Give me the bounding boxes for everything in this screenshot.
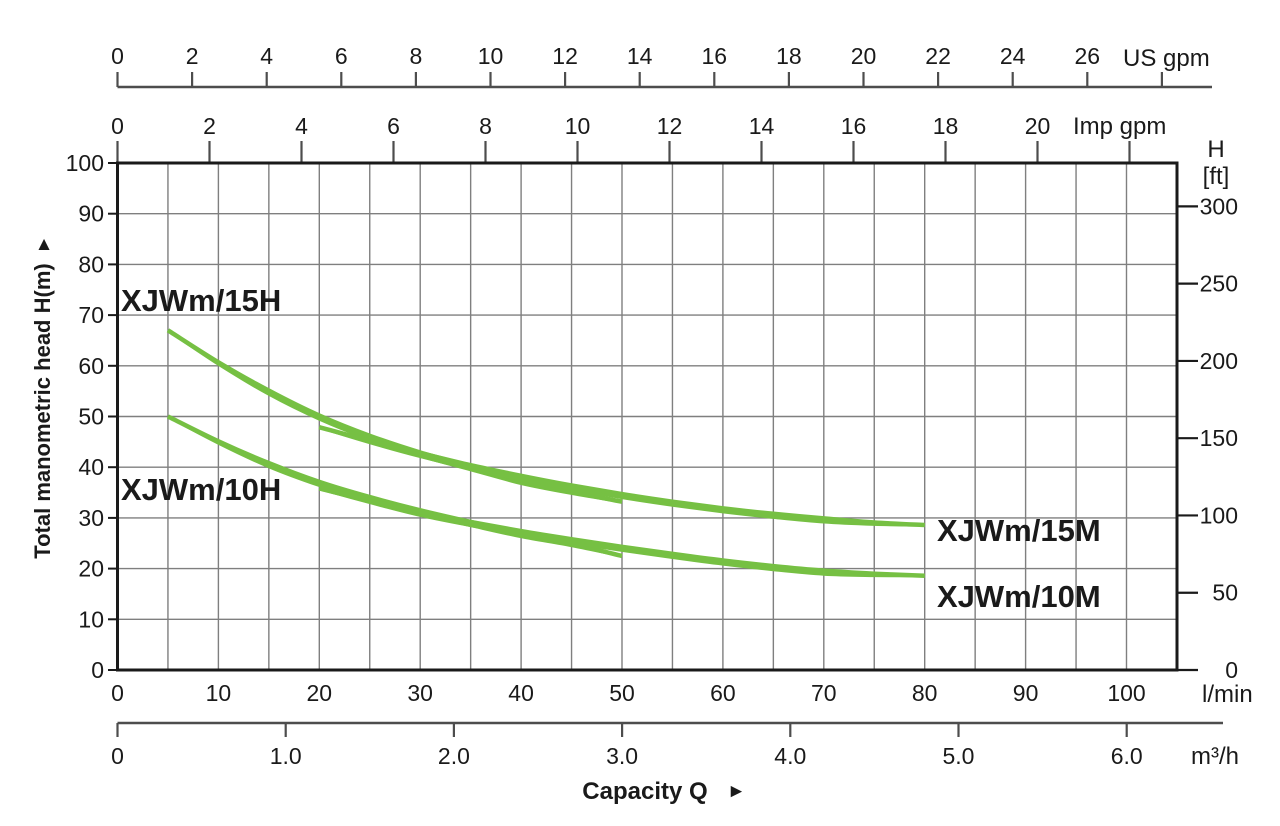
imp-gpm-tick-label: 2 — [203, 113, 216, 139]
axes-layer: 0 2 4 6 8 10 12 14 16 18 20 22 24 260 2 4 6 8 10 12 14 16 18 20… — [66, 43, 1238, 769]
x-axis-title: Capacity Q — [582, 778, 707, 805]
us-gpm-tick-label: 6 — [335, 43, 348, 69]
curve-XJWm/15H — [166, 328, 623, 504]
us-gpm-tick-label: 10 — [478, 43, 504, 69]
curve-XJWm/15M — [318, 424, 925, 528]
head-m-tick-label: 50 — [78, 404, 104, 430]
curve-twin-XJWm/15M — [318, 425, 925, 527]
series-label-xjwm-15h: XJWm/15H — [121, 283, 281, 318]
imp-gpm-tick-label: 8 — [479, 113, 492, 139]
us-gpm-tick-label: 26 — [1075, 43, 1101, 69]
us-gpm-tick-label: 18 — [776, 43, 802, 69]
head-m-tick-label: 100 — [66, 150, 104, 176]
lmin-tick-label: 100 — [1107, 680, 1145, 706]
m3h-tick-label: 2.0 — [438, 743, 470, 769]
series-label-xjwm-10h: XJWm/10H — [121, 472, 281, 507]
imp-gpm-tick-label: 20 — [1025, 113, 1051, 139]
imp-gpm-tick-label: 4 — [295, 113, 308, 139]
imp-gpm-tick-label: 18 — [933, 113, 959, 139]
lmin-tick-label: 80 — [912, 680, 938, 706]
series-label-xjwm-10m: XJWm/10M — [937, 579, 1101, 614]
us-gpm-tick-label: 20 — [851, 43, 877, 69]
x-axis-arrow-icon: ► — [727, 781, 746, 802]
imp-gpm-tick-label: 10 — [565, 113, 591, 139]
imp-gpm-tick-label: 16 — [841, 113, 867, 139]
lmin-tick-label: 70 — [811, 680, 837, 706]
lmin-tick-label: 20 — [307, 680, 333, 706]
imp-gpm-tick-label: 0 — [111, 113, 124, 139]
imp-gpm-tick-label: 12 — [657, 113, 683, 139]
head-m-tick-label: 20 — [78, 556, 104, 582]
us-gpm-tick-label: 2 — [186, 43, 199, 69]
us-gpm-tick-label: 0 — [111, 43, 124, 69]
m3h-axis-label: m³/h — [1191, 743, 1239, 770]
head-m-tick-label: 60 — [78, 353, 104, 379]
us-gpm-tick-label: 8 — [410, 43, 423, 69]
lmin-tick-label: 90 — [1013, 680, 1039, 706]
y-axis-title: Total manometric head H(m) — [30, 263, 55, 558]
imp-gpm-tick-label: 6 — [387, 113, 400, 139]
head-m-tick-label: 40 — [78, 454, 104, 480]
head-ft-tick-label: 250 — [1200, 271, 1238, 297]
lmin-tick-label: 60 — [710, 680, 736, 706]
y-axis-arrow-icon: ▲ — [35, 234, 54, 255]
m3h-tick-label: 4.0 — [774, 743, 806, 769]
lmin-tick-label: 30 — [407, 680, 433, 706]
head-ft-tick-label: 150 — [1200, 425, 1238, 451]
right-axis-title-ft: [ft] — [1203, 163, 1230, 190]
us-gpm-tick-label: 12 — [552, 43, 578, 69]
us-gpm-tick-label: 24 — [1000, 43, 1026, 69]
us-gpm-tick-label: 16 — [702, 43, 728, 69]
head-m-tick-label: 0 — [91, 657, 104, 683]
m3h-tick-label: 0 — [111, 743, 124, 769]
head-ft-tick-label: 50 — [1212, 580, 1238, 606]
us-gpm-tick-label: 4 — [260, 43, 273, 69]
head-m-tick-label: 80 — [78, 251, 104, 277]
lmin-axis-label: l/min — [1202, 681, 1253, 708]
lmin-tick-label: 10 — [206, 680, 232, 706]
series-label-xjwm-15m: XJWm/15M — [937, 513, 1101, 548]
right-axis-title-h: H — [1207, 136, 1224, 163]
m3h-tick-label: 3.0 — [606, 743, 638, 769]
imp-gpm-axis-label: Imp gpm — [1073, 113, 1166, 140]
head-ft-tick-label: 300 — [1200, 193, 1238, 219]
us-gpm-tick-label: 14 — [627, 43, 653, 69]
curve-twin-XJWm/10M — [318, 486, 925, 578]
head-m-tick-label: 90 — [78, 201, 104, 227]
head-ft-tick-label: 200 — [1200, 348, 1238, 374]
m3h-tick-label: 5.0 — [943, 743, 975, 769]
head-ft-tick-label: 100 — [1200, 502, 1238, 528]
grid-layer — [117, 163, 1177, 670]
plot-border — [116, 161, 1179, 672]
us-gpm-axis-label: US gpm — [1123, 45, 1210, 72]
imp-gpm-tick-label: 14 — [749, 113, 775, 139]
curve-XJWm/10M — [318, 486, 925, 578]
curves-layer — [166, 328, 925, 578]
us-gpm-tick-label: 22 — [925, 43, 951, 69]
head-m-tick-label: 10 — [78, 606, 104, 632]
lmin-tick-label: 0 — [111, 680, 124, 706]
m3h-tick-label: 6.0 — [1111, 743, 1143, 769]
head-ft-tick-label: 0 — [1225, 657, 1238, 683]
head-m-tick-label: 70 — [78, 302, 104, 328]
m3h-tick-label: 1.0 — [270, 743, 302, 769]
lmin-tick-label: 40 — [508, 680, 534, 706]
lmin-tick-label: 50 — [609, 680, 635, 706]
head-m-tick-label: 30 — [78, 505, 104, 531]
